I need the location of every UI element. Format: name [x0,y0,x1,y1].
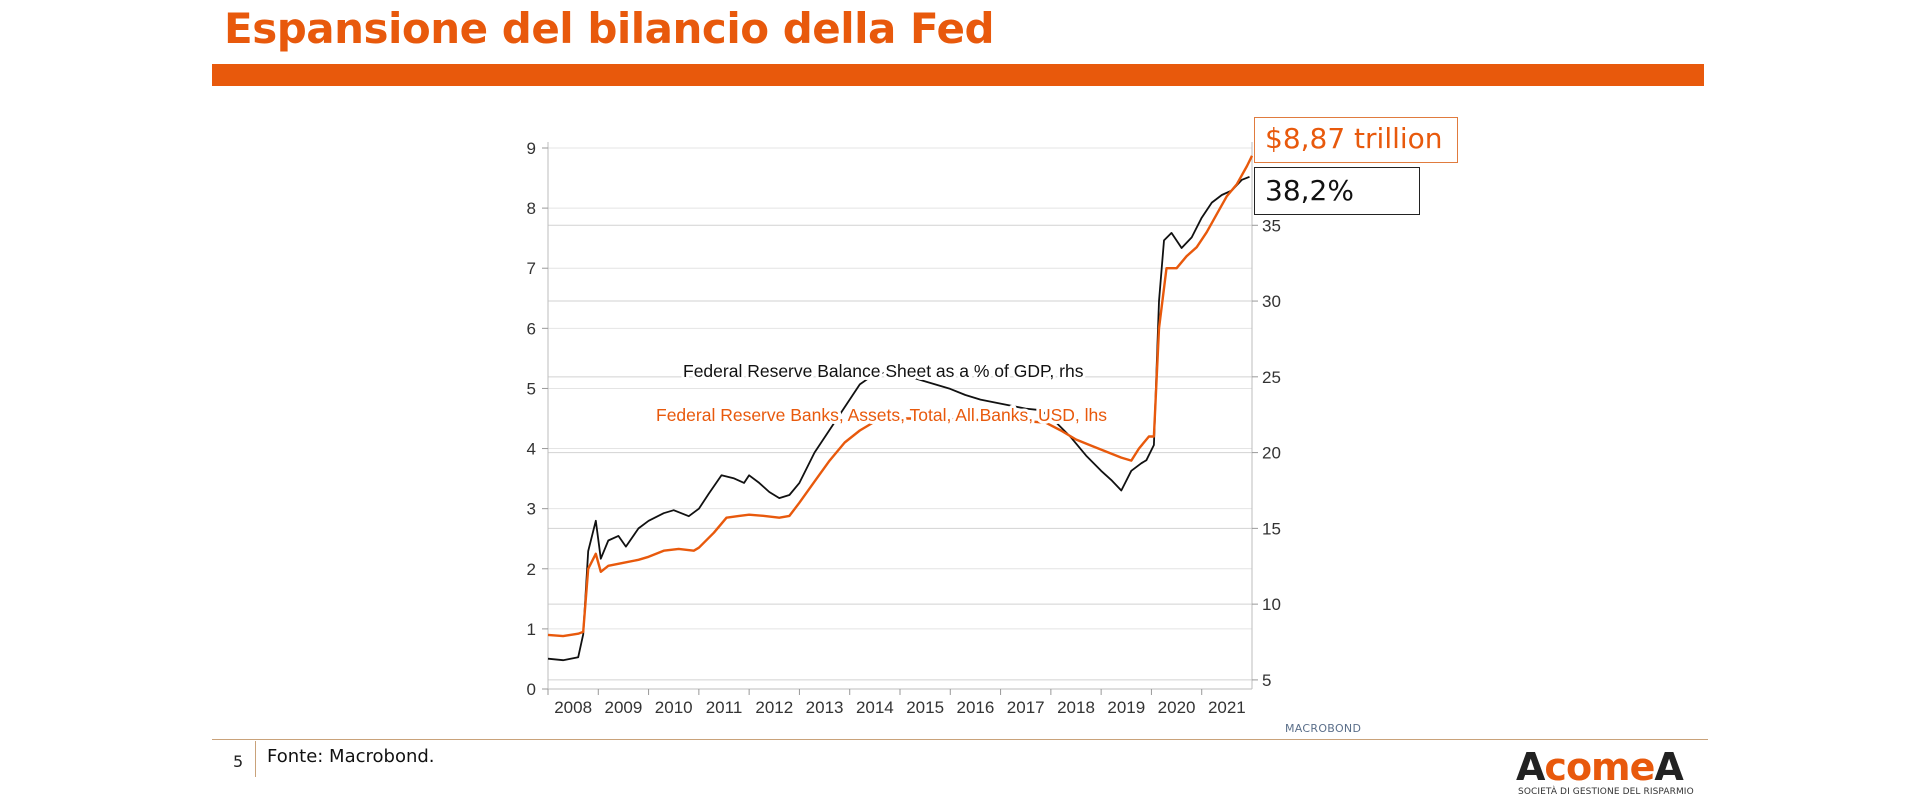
assets-callout: $8,87 trillion [1254,117,1458,163]
gdp-callout: 38,2% [1254,167,1420,215]
x-tick-label-2014: 2014 [856,698,894,717]
y-left-tick-label-1: 1 [527,620,536,639]
logo-wordmark: AcomeA [1516,745,1684,789]
y-right-tick-label-20: 20 [1262,444,1281,463]
y-left-tick-label-0: 0 [527,680,536,699]
x-tick-label-2018: 2018 [1057,698,1095,717]
x-tick-label-2017: 2017 [1007,698,1045,717]
y-right-tick-label-10: 10 [1262,595,1281,614]
y-left-tick-label-5: 5 [527,379,536,398]
source-note: Fonte: Macrobond. [267,746,435,767]
series-label-gdp-share: Federal Reserve Balance Sheet as a % of … [683,361,1084,381]
y-right-tick-label-35: 35 [1262,216,1281,235]
x-tick-label-2015: 2015 [906,698,944,717]
y-right-tick-label-30: 30 [1262,292,1281,311]
x-tick-label-2011: 2011 [706,698,743,717]
x-tick-label-2020: 2020 [1158,698,1196,717]
page-title: Espansione del bilancio della Fed [224,4,995,53]
x-tick-label-2008: 2008 [554,698,592,717]
footer-separator [255,741,256,777]
y-right-tick-label-5: 5 [1262,671,1271,690]
y-left-tick-label-9: 9 [527,139,536,158]
y-right-tick-label-15: 15 [1262,519,1281,538]
x-tick-label-2019: 2019 [1107,698,1145,717]
x-tick-label-2013: 2013 [806,698,844,717]
footer-divider [212,739,1708,740]
x-tick-label-2021: 2021 [1208,698,1246,717]
acomea-logo: AcomeA SOCIETÀ DI GESTIONE DEL RISPARMIO [1516,748,1696,800]
y-left-tick-label-4: 4 [527,440,536,459]
y-left-tick-label-7: 7 [527,259,536,278]
y-left-tick-label-2: 2 [527,560,536,579]
title-accent-bar [212,64,1704,86]
y-right-tick-label-25: 25 [1262,368,1281,387]
chart-credit: MACROBOND [1285,722,1362,735]
page-number: 5 [233,752,244,771]
x-tick-label-2012: 2012 [755,698,793,717]
series-line-total-assets [547,155,1254,638]
x-tick-label-2009: 2009 [605,698,643,717]
y-left-tick-label-8: 8 [527,199,536,218]
x-tick-label-2016: 2016 [957,698,995,717]
x-tick-label-2010: 2010 [655,698,693,717]
y-left-tick-label-3: 3 [527,500,536,519]
series-label-total-assets: Federal Reserve Banks, Assets, Total, Al… [656,405,1107,425]
y-left-tick-label-6: 6 [527,319,536,338]
logo-tagline: SOCIETÀ DI GESTIONE DEL RISPARMIO [1518,787,1694,797]
